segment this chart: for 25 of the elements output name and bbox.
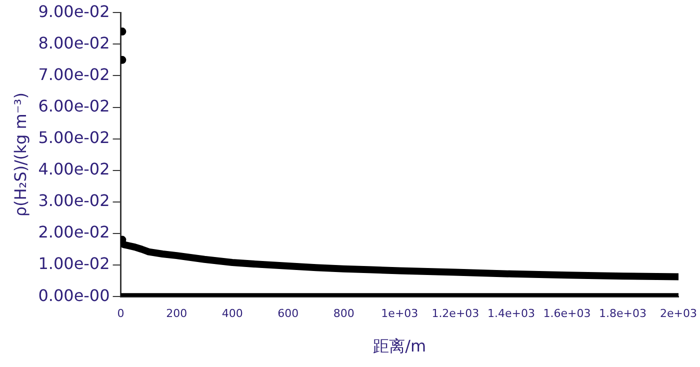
x-tick-label: 800: [333, 307, 354, 320]
point: [120, 28, 126, 36]
y-tick-label: 5.00e-02: [38, 128, 110, 147]
point: [120, 56, 126, 64]
x-tick-label: 0: [117, 307, 124, 320]
y-tick-label: 7.00e-02: [38, 64, 110, 84]
x-axis-title: 距离/m: [373, 336, 426, 356]
x-tick-label: 600: [278, 307, 299, 320]
y-axis-title: ρ(H₂S)/(kg m⁻³): [10, 92, 30, 217]
x-tick-label: 200: [166, 307, 188, 320]
y-tick-label: 9.00e-02: [38, 2, 110, 21]
y-tick-label: 2.00e-02: [38, 222, 110, 242]
x-tick-label: 1.2e+03: [432, 307, 480, 320]
y-tick-label: 4.00e-02: [38, 160, 110, 179]
x-tick-label: 1.4e+03: [487, 307, 535, 320]
x-tick-label: 1.8e+03: [598, 307, 646, 320]
x-tick-label: 1.6e+03: [543, 307, 591, 320]
y-tick-label: 6.00e-02: [38, 96, 110, 116]
x-tick-label: 1e+03: [381, 307, 418, 320]
y-tick-label: 3.00e-02: [38, 191, 110, 210]
x-tick-label: 400: [222, 307, 243, 320]
y-tick-label: 8.00e-02: [38, 33, 110, 52]
y-tick-label: 1.00e-02: [38, 254, 110, 274]
x-tick-label: 2e+03: [660, 307, 697, 320]
y-tick-label: 0.00e-00: [38, 286, 110, 305]
